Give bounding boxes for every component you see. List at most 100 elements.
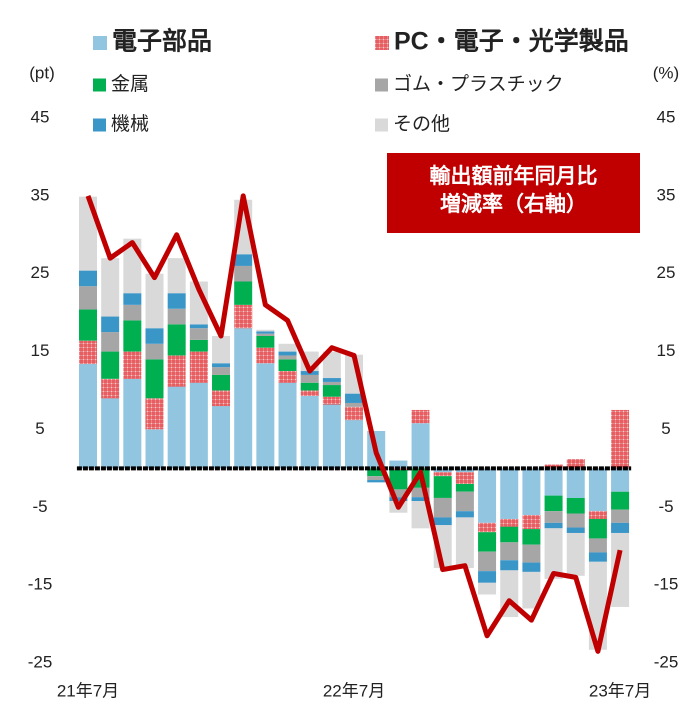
y2-tick-label: -15	[654, 575, 679, 594]
bar-segment	[611, 509, 630, 523]
bar-segment	[167, 324, 186, 356]
bar-segment	[411, 501, 430, 529]
bar-segment	[433, 468, 452, 473]
bar-segment	[566, 527, 585, 533]
bar-segment	[256, 336, 275, 348]
bar-segment	[212, 367, 231, 375]
bar-segment	[234, 304, 253, 329]
y-tick-label: 15	[31, 341, 50, 360]
bar-segment	[611, 522, 630, 533]
bar-segment	[611, 468, 630, 492]
bar-segment	[79, 309, 97, 341]
y2-tick-label: 45	[657, 107, 676, 126]
bar-segment	[278, 359, 297, 372]
bar-segment	[189, 281, 208, 325]
y2-tick-label: -5	[658, 497, 673, 516]
bar-segment	[256, 333, 275, 336]
bar-segment	[566, 497, 585, 514]
bar-segment	[389, 497, 408, 502]
bar-segment	[544, 528, 563, 579]
bar-segment	[167, 258, 186, 294]
y-tick-label: -5	[32, 497, 47, 516]
bar-segment	[212, 390, 231, 407]
bar-segment	[522, 544, 541, 563]
bar-segment	[145, 398, 164, 430]
bar-segment	[478, 522, 497, 533]
bar-segment	[433, 517, 452, 526]
bar-segment	[322, 404, 341, 469]
bar-segment	[101, 351, 120, 379]
bar-segment	[123, 304, 142, 321]
bar-segment	[145, 273, 164, 329]
bar-segment	[234, 281, 253, 305]
line-series	[85, 193, 623, 654]
bar-segment	[455, 483, 474, 492]
bar-segment	[322, 385, 341, 397]
legend-swatch	[375, 36, 389, 50]
bar-segment	[256, 331, 275, 334]
bar-segment	[588, 468, 607, 512]
bar-segment	[322, 378, 341, 382]
bar-segment	[544, 495, 563, 512]
bar-segment	[389, 460, 408, 469]
bar-segment	[411, 487, 430, 498]
bar-segment	[500, 518, 519, 527]
bar-segment	[123, 351, 142, 379]
bar-segment	[212, 336, 231, 364]
y2-tick-label: 25	[657, 263, 676, 282]
bar-segment	[145, 429, 164, 469]
bar-segment	[522, 571, 541, 609]
y2-tick-label: 35	[657, 185, 676, 204]
bar-segment	[500, 526, 519, 543]
bar-segment	[189, 382, 208, 469]
bar-segment	[588, 552, 607, 562]
bar-segment	[123, 293, 142, 305]
bar-segment	[566, 459, 585, 469]
x-tick-label: 21年7月	[57, 681, 119, 700]
bar-segment	[101, 258, 120, 317]
bar-segment	[212, 374, 231, 391]
y-tick-label: 35	[31, 185, 50, 204]
legend-swatch	[93, 78, 106, 92]
bar-segment	[411, 497, 430, 502]
y2-tick-label: 15	[657, 341, 676, 360]
bar-segment	[345, 402, 364, 407]
y-unit-label: (pt)	[29, 63, 55, 82]
bar-segment	[588, 511, 607, 519]
bar-segment	[544, 468, 563, 496]
legend-label: ゴム・プラスチック	[393, 73, 564, 95]
bar-segment	[79, 270, 97, 287]
legend-label: 金属	[111, 73, 149, 95]
bar-segment	[322, 351, 341, 379]
y-tick-label: 25	[31, 263, 50, 282]
y2-unit-label: (%)	[653, 63, 679, 82]
bar-segment	[145, 343, 164, 360]
legend-label: その他	[393, 113, 450, 135]
legend-swatch	[375, 118, 388, 132]
bar-segment	[101, 316, 120, 333]
bar-segment	[167, 293, 186, 309]
bar-segment	[322, 396, 341, 405]
y-tick-label: -25	[28, 652, 53, 671]
bar-segment	[566, 532, 585, 576]
bar-segment	[256, 363, 275, 469]
bar-segment	[566, 468, 585, 498]
legend-label: PC・電子・光学製品	[394, 27, 629, 56]
bar-segment	[588, 518, 607, 539]
bar-segment	[167, 308, 186, 325]
bar-segment	[189, 339, 208, 352]
y2-tick-label: 5	[661, 419, 670, 438]
bar-segment	[300, 374, 319, 383]
bar-segment	[300, 382, 319, 391]
bar-segment	[433, 497, 452, 518]
bar-segment	[411, 423, 430, 469]
bar-segment	[544, 522, 563, 529]
bar-segment	[500, 542, 519, 561]
bar-segment	[478, 532, 497, 552]
legend-swatch	[93, 36, 107, 50]
bar-segment	[123, 378, 142, 469]
bar-segment	[167, 355, 186, 387]
legend-label: 電子部品	[112, 27, 212, 56]
bar-segment	[389, 489, 408, 498]
bar-segment	[256, 347, 275, 364]
